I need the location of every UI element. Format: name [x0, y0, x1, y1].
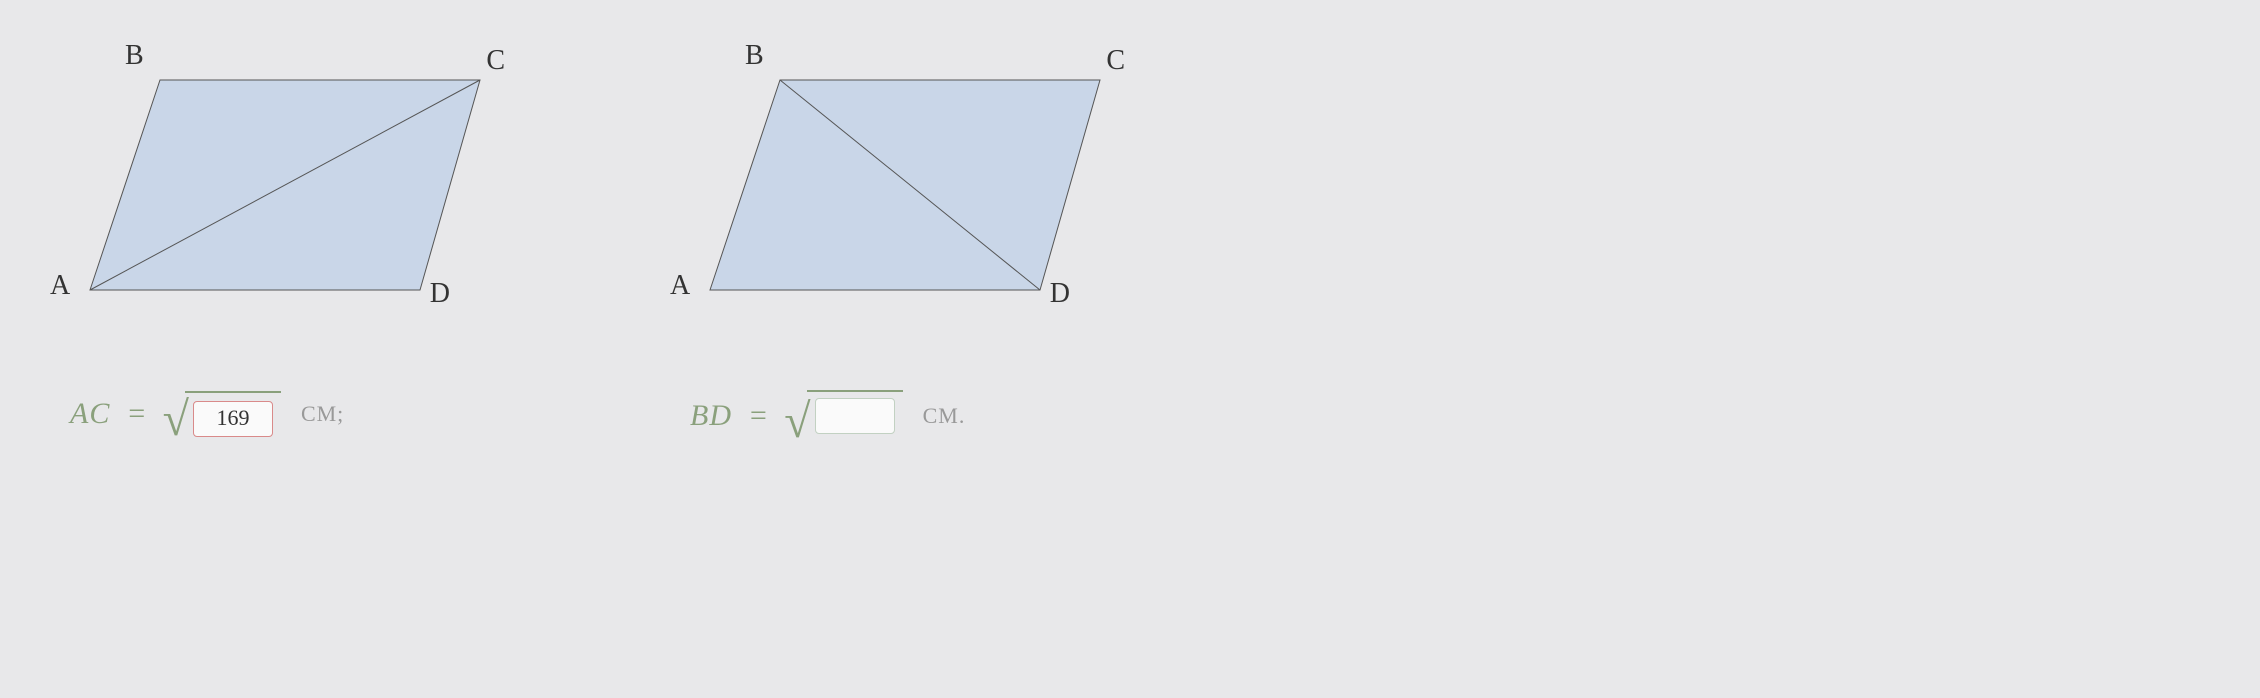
radicand-bd	[807, 390, 903, 442]
vertex-label-a: A	[50, 270, 70, 302]
answer-line-ac: AC = √ 169 СМ;	[70, 390, 520, 438]
radical-bd: √	[784, 390, 902, 442]
vertex-label-d2: D	[1050, 278, 1070, 310]
radicand-ac: 169	[185, 391, 281, 437]
variable-ac: AC	[70, 397, 110, 431]
equals-sign: =	[126, 397, 146, 431]
unit-ac: СМ;	[301, 401, 344, 427]
variable-bd: BD	[690, 399, 732, 433]
problem-ac: A B C D AC = √ 169 СМ;	[40, 40, 520, 438]
vertex-label-b2: B	[745, 40, 764, 72]
answer-input-bd[interactable]	[815, 398, 895, 434]
radical-ac: √ 169	[163, 390, 281, 438]
vertex-label-a2: A	[670, 270, 690, 302]
vertex-label-c: C	[486, 45, 505, 77]
answer-line-bd: BD = √ СМ.	[690, 390, 1140, 442]
vertex-label-c2: C	[1106, 45, 1125, 77]
answer-input-ac[interactable]: 169	[193, 401, 273, 437]
surd-icon-2: √	[784, 398, 810, 446]
parallelogram-ac: A B C D	[40, 40, 520, 340]
equals-sign-2: =	[748, 399, 768, 433]
vertex-label-b: B	[125, 40, 144, 72]
surd-icon: √	[163, 396, 189, 444]
parallelogram-bd: A B C D	[660, 40, 1140, 340]
unit-bd: СМ.	[923, 403, 966, 429]
problem-bd: A B C D BD = √ СМ.	[660, 40, 1140, 442]
exercise-row: A B C D AC = √ 169 СМ; A B C	[40, 40, 2220, 442]
vertex-label-d: D	[430, 278, 450, 310]
